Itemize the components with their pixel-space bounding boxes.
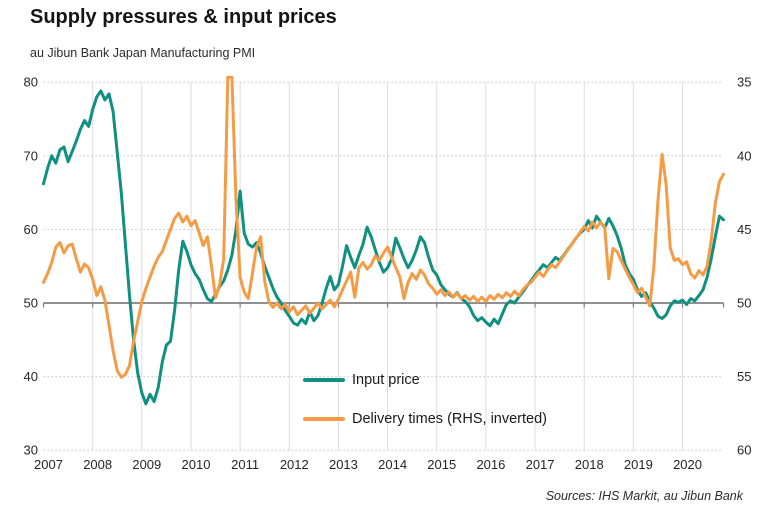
left-axis-tick-label: 30 <box>24 443 38 458</box>
right-axis-tick-label: 40 <box>737 148 751 163</box>
x-axis-year-label: 2020 <box>673 457 702 472</box>
legend-item-delivery-times: Delivery times (RHS, inverted) <box>303 406 547 432</box>
x-axis-year-label: 2008 <box>83 457 112 472</box>
left-axis-tick-label: 70 <box>24 148 38 163</box>
x-axis-year-label: 2015 <box>427 457 456 472</box>
page-title: Supply pressures & input prices <box>30 6 337 28</box>
left-axis-tick-label: 80 <box>24 75 38 90</box>
right-axis-tick-label: 35 <box>737 75 751 90</box>
left-axis-tick-label: 50 <box>24 296 38 311</box>
x-axis-year-label: 2012 <box>280 457 309 472</box>
delivery-times-line-swatch <box>303 417 345 421</box>
chart-legend: Input price Delivery times (RHS, inverte… <box>303 367 547 445</box>
chart-subtitle: au Jibun Bank Japan Manufacturing PMI <box>30 46 256 60</box>
source-note: Sources: IHS Markit, au Jibun Bank <box>545 489 743 503</box>
x-axis-year-label: 2007 <box>34 457 63 472</box>
input-price-line-swatch <box>303 378 345 382</box>
x-axis-year-label: 2013 <box>329 457 358 472</box>
x-axis-year-label: 2009 <box>132 457 161 472</box>
left-axis-tick-label: 40 <box>24 369 38 384</box>
right-axis-tick-label: 60 <box>737 443 751 458</box>
legend-label: Input price <box>352 372 420 388</box>
x-axis-year-label: 2010 <box>182 457 211 472</box>
x-axis-year-label: 2016 <box>476 457 505 472</box>
right-axis-tick-label: 45 <box>737 222 751 237</box>
legend-item-input-price: Input price <box>303 367 547 393</box>
delivery-times-line <box>42 76 725 379</box>
x-axis-year-label: 2011 <box>231 457 259 472</box>
x-axis-year-label: 2014 <box>378 457 407 472</box>
x-axis-year-label: 2019 <box>624 457 653 472</box>
input-price-line <box>42 89 725 406</box>
left-axis-tick-label: 60 <box>24 222 38 237</box>
right-axis-tick-label: 50 <box>737 296 751 311</box>
legend-label: Delivery times (RHS, inverted) <box>352 411 547 427</box>
right-axis-tick-label: 55 <box>737 369 751 384</box>
x-axis-year-label: 2017 <box>526 457 555 472</box>
x-axis-year-label: 2018 <box>575 457 604 472</box>
